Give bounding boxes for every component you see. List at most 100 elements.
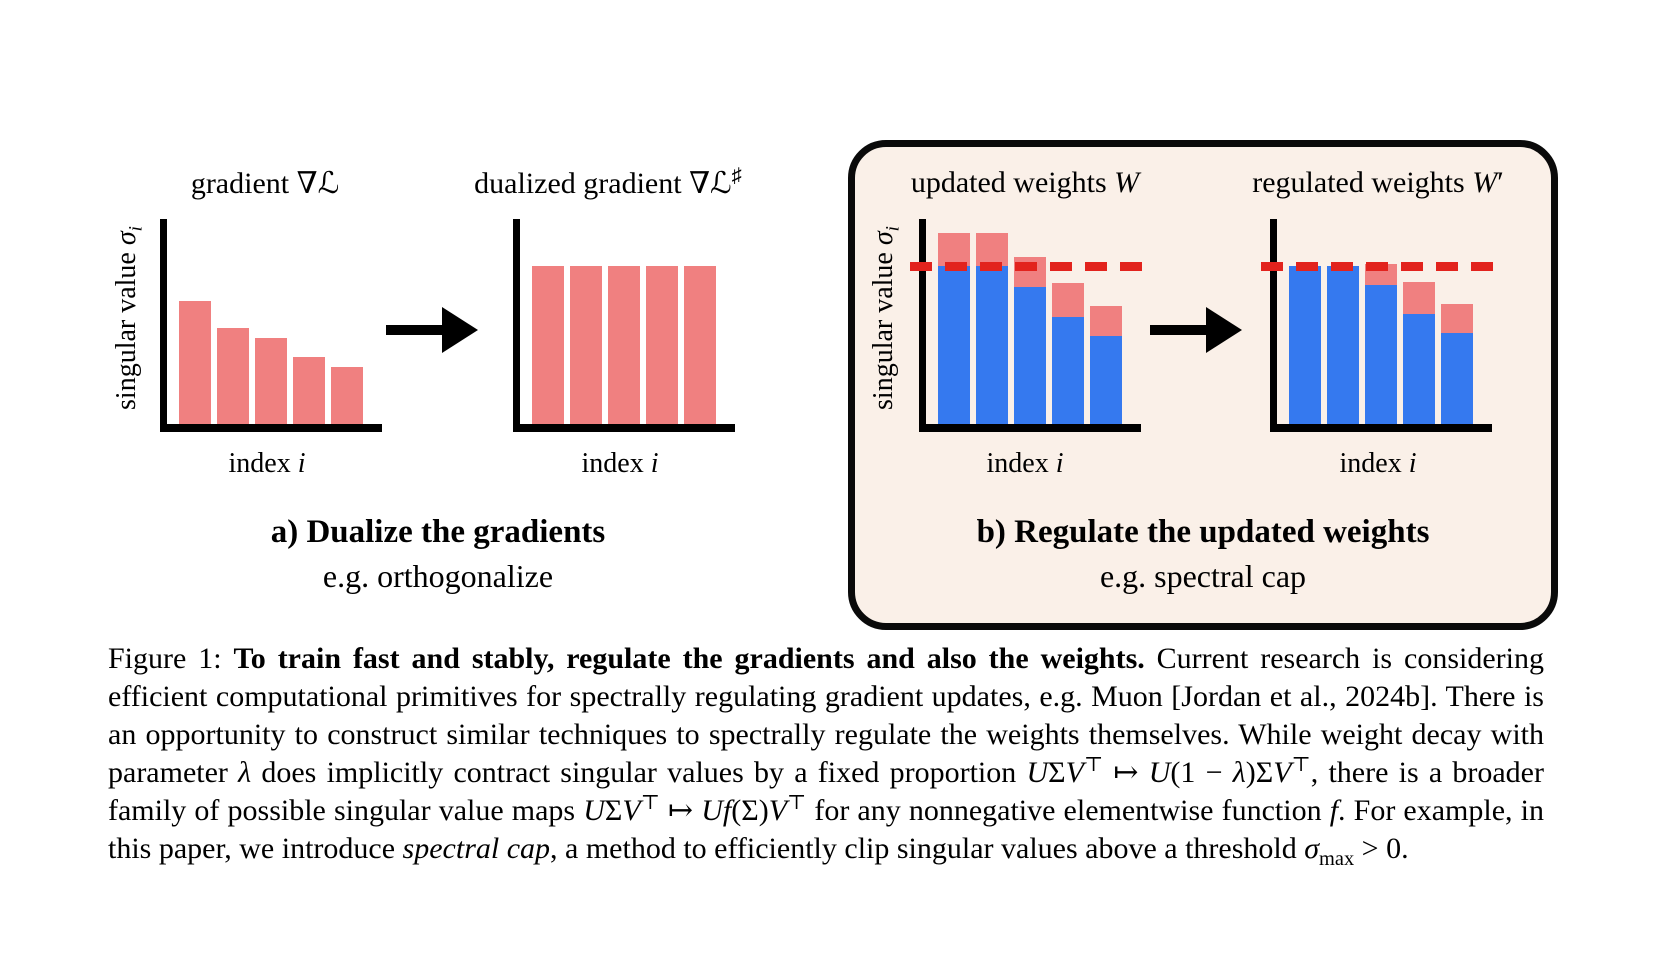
singular-value-bar bbox=[293, 219, 325, 424]
text-segment: Σ bbox=[604, 794, 623, 827]
singular-value-bar bbox=[1090, 219, 1122, 424]
text-segment: σ bbox=[1304, 832, 1320, 865]
bar-capped-segment bbox=[976, 266, 1008, 424]
text-segment: index bbox=[986, 448, 1056, 479]
singular-value-bar bbox=[532, 219, 564, 424]
text-segment: i bbox=[650, 448, 659, 479]
bar-excess-segment bbox=[684, 266, 716, 424]
text-segment: f bbox=[722, 794, 732, 827]
text-segment: σ bbox=[111, 231, 142, 246]
bar-excess-segment bbox=[1052, 282, 1084, 318]
text-segment: i bbox=[1408, 448, 1417, 479]
bar-excess-segment bbox=[217, 327, 249, 424]
gradient-bar-chart bbox=[160, 219, 382, 432]
bar-excess-segment bbox=[570, 266, 602, 424]
text-segment: V bbox=[768, 794, 788, 827]
chart-title-regulated-weights: regulated weights W′ bbox=[1203, 166, 1553, 200]
text-segment: Figure 1: bbox=[108, 642, 234, 675]
text-segment: ↦ bbox=[1103, 756, 1149, 789]
text-segment: i bbox=[125, 226, 147, 232]
text-segment: gradient bbox=[190, 167, 297, 200]
updated-weights-bar-chart bbox=[910, 219, 1143, 432]
text-segment: λ bbox=[238, 756, 252, 789]
text-segment: W bbox=[1472, 166, 1498, 199]
text-segment: singular value bbox=[111, 245, 142, 410]
text-segment: max bbox=[1319, 848, 1355, 870]
bar-capped-segment bbox=[1052, 317, 1084, 424]
text-segment: ⊤ bbox=[787, 792, 807, 814]
text-segment: U bbox=[701, 794, 723, 827]
text-segment: (1 − bbox=[1170, 756, 1233, 789]
text-segment: ∇ bbox=[296, 167, 318, 200]
text-segment: ℒ bbox=[710, 166, 732, 201]
text-segment: ℒ bbox=[317, 166, 340, 201]
singular-value-bar bbox=[217, 219, 249, 424]
text-segment: i bbox=[1055, 448, 1064, 479]
bar-excess-segment bbox=[976, 233, 1008, 267]
text-segment: To train fast and stably, regulate the g… bbox=[233, 642, 1145, 675]
text-segment: ⊤ bbox=[1083, 754, 1104, 776]
text-segment: Σ bbox=[1048, 756, 1066, 789]
bar-excess-segment bbox=[255, 337, 287, 424]
arrow-head bbox=[1206, 307, 1242, 353]
text-segment: )Σ bbox=[1245, 756, 1274, 789]
panel-b-sublabel: e.g. spectral cap bbox=[1099, 558, 1307, 594]
bar-capped-segment bbox=[1014, 286, 1046, 424]
text-segment: f bbox=[1329, 794, 1339, 827]
text-segment: updated weights bbox=[910, 166, 1115, 199]
text-segment: λ bbox=[1232, 756, 1246, 789]
text-segment: does implicitly contract singular values… bbox=[251, 756, 1027, 789]
singular-value-bar bbox=[1014, 219, 1046, 424]
bar-excess-segment bbox=[1441, 304, 1473, 333]
x-axis-label-index: index i bbox=[167, 448, 367, 480]
text-segment: , a method to efficiently clip singular … bbox=[550, 832, 1305, 865]
singular-value-bar bbox=[1365, 219, 1397, 424]
spectral-cap-threshold-line bbox=[910, 262, 1143, 272]
panel-a-sublabel: e.g. orthogonalize bbox=[322, 558, 554, 594]
singular-value-bar bbox=[608, 219, 640, 424]
text-segment: regulated weights bbox=[1252, 166, 1473, 199]
text-segment: index bbox=[1339, 448, 1409, 479]
singular-value-bar bbox=[976, 219, 1008, 424]
singular-value-bar bbox=[1289, 219, 1321, 424]
singular-value-bar bbox=[255, 219, 287, 424]
spectral-cap-threshold-line bbox=[1261, 262, 1494, 272]
bar-excess-segment bbox=[938, 233, 970, 267]
text-segment: U bbox=[1026, 756, 1049, 789]
singular-value-bar bbox=[570, 219, 602, 424]
text-segment: ′ bbox=[1497, 166, 1504, 199]
figure-caption: Figure 1: To train fast and stably, regu… bbox=[108, 640, 1544, 870]
bar-capped-segment bbox=[1327, 266, 1359, 424]
text-segment: > 0. bbox=[1354, 832, 1409, 865]
arrow-head bbox=[442, 307, 478, 353]
text-segment: Current research is considering efficien… bbox=[108, 642, 1544, 789]
chart-title-dualized-gradient: dualized gradient ∇ℒ♯ bbox=[418, 166, 798, 201]
x-axis-label-index: index i bbox=[520, 448, 720, 480]
bar-excess-segment bbox=[646, 266, 678, 424]
text-segment: V bbox=[1065, 756, 1084, 789]
chart-title-updated-weights: updated weights W bbox=[870, 166, 1180, 200]
text-segment: ⊤ bbox=[640, 792, 660, 814]
text-segment: U bbox=[583, 794, 605, 827]
singular-value-bar bbox=[1052, 219, 1084, 424]
bar-capped-segment bbox=[1090, 335, 1122, 424]
text-segment: V bbox=[1273, 756, 1292, 789]
text-segment: i bbox=[297, 448, 306, 479]
bar-capped-segment bbox=[1289, 266, 1321, 424]
singular-value-bar bbox=[331, 219, 363, 424]
y-axis-label-singular-value: singular value σi bbox=[868, 178, 904, 458]
text-segment: ↦ bbox=[659, 794, 702, 827]
x-axis-label-index: index i bbox=[925, 448, 1125, 480]
bar-excess-segment bbox=[179, 301, 211, 424]
text-segment: V bbox=[622, 794, 641, 827]
regulated-weights-bar-chart bbox=[1261, 219, 1494, 432]
singular-value-bar bbox=[1441, 219, 1473, 424]
text-segment: σ bbox=[868, 231, 899, 246]
bar-capped-segment bbox=[1441, 332, 1473, 424]
right-arrow-icon bbox=[1150, 306, 1242, 354]
panel-b-label: b) Regulate the updated weights bbox=[976, 514, 1430, 550]
bar-capped-segment bbox=[1403, 314, 1435, 424]
bar-excess-segment bbox=[608, 266, 640, 424]
arrow-shaft bbox=[386, 325, 446, 335]
text-segment: , there is a broader family of possible … bbox=[108, 756, 1544, 827]
